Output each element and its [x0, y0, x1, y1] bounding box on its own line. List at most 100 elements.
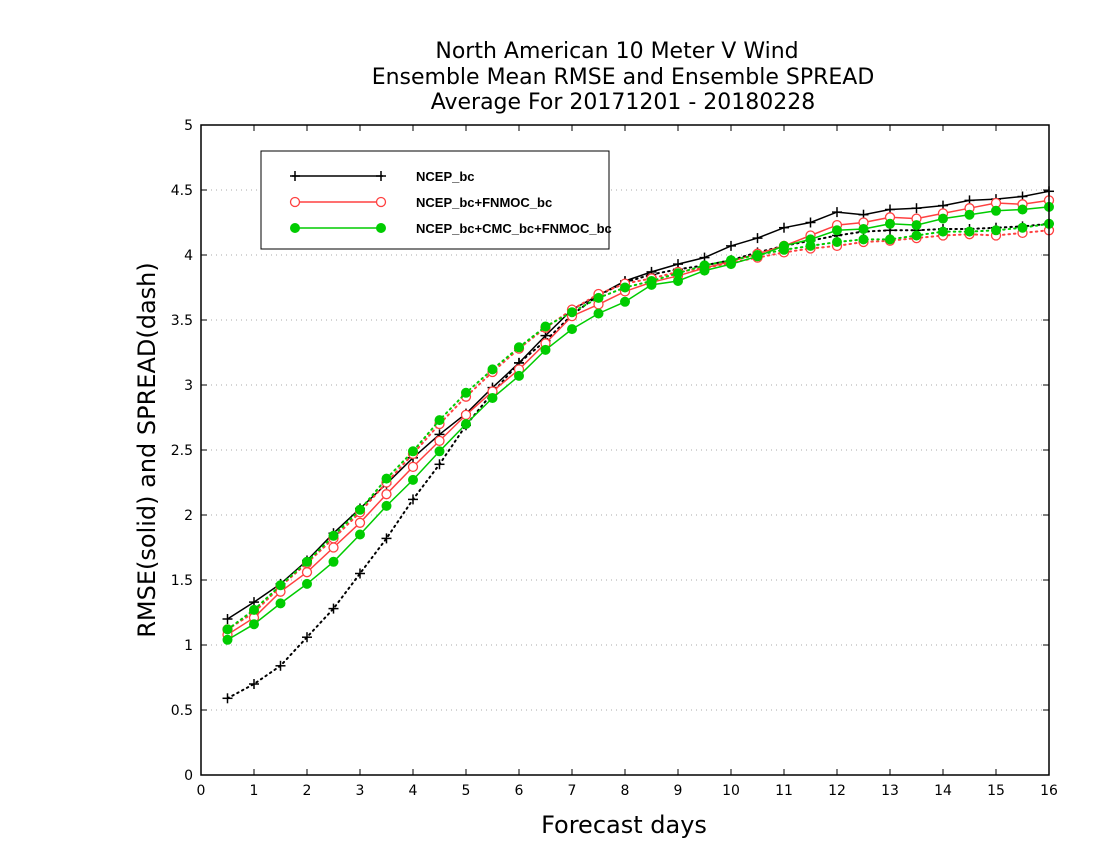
- series-2-rmse-point-13: [567, 324, 577, 335]
- x-tick-label: 13: [881, 783, 899, 799]
- series-2-rmse-point-7: [408, 474, 418, 485]
- series-2-rmse-point-14: [593, 308, 604, 319]
- series-0-rmse-point-20: [752, 233, 763, 244]
- series-0-rmse-point-21: [779, 222, 789, 233]
- series-2-rmse-point-9: [461, 419, 471, 429]
- series-2-rmse-point-12: [540, 344, 551, 355]
- x-axis-label: Forecast days: [541, 811, 707, 839]
- series-2-spread-point-24: [858, 234, 869, 245]
- series-2-rmse-point-8: [434, 446, 445, 457]
- x-tick-label: 7: [568, 783, 577, 799]
- legend-box: [260, 150, 610, 250]
- legend-label-1: NCEP_bc+FNMOC_bc: [416, 195, 552, 210]
- x-tick-label: 11: [775, 783, 793, 799]
- series-2-spread-point-6: [381, 473, 392, 484]
- series-0-rmse-point-22: [805, 217, 816, 228]
- y-tick-label: 5: [184, 118, 193, 134]
- series-2-rmse-point-21: [779, 240, 789, 251]
- series-2-rmse-point-29: [991, 205, 1001, 216]
- chart-title-line-2: Ensemble Mean RMSE and Ensemble SPREAD: [372, 65, 875, 90]
- series-2-spread-point-9: [461, 387, 471, 398]
- series-0-spread-point-5: [355, 568, 365, 579]
- grid: [201, 189, 1049, 711]
- series-2-spread-point-2: [275, 580, 286, 591]
- series-1-rmse-point-9: [460, 409, 472, 421]
- series-2-rmse-point-30: [1017, 204, 1028, 215]
- series-2-spread-line: [226, 222, 1050, 631]
- series-2-spread-point-26: [911, 230, 922, 241]
- series-1-rmse-point-7: [407, 461, 419, 473]
- series-2-spread-point-27: [938, 226, 948, 237]
- series-2-spread-point-29: [991, 225, 1001, 236]
- x-tick-label: 5: [462, 783, 471, 799]
- x-tick-label: 4: [409, 783, 418, 799]
- legend-marker-end-2: [376, 223, 386, 233]
- x-tick-label: 9: [674, 783, 683, 799]
- y-tick-label: 1.5: [171, 573, 193, 589]
- series-2-spread-point-1: [249, 604, 259, 615]
- y-tick-label: 4: [184, 248, 193, 264]
- series-2-rmse-point-26: [911, 220, 922, 231]
- series-2-rmse-point-4: [328, 556, 339, 567]
- series-group: [222, 186, 1055, 704]
- series-2-rmse-point-0: [222, 634, 233, 645]
- series-0-spread-point-2: [275, 660, 286, 671]
- series-2-rmse-point-17: [673, 276, 683, 286]
- legend-marker-end-1: [375, 196, 387, 208]
- series-2-spread-point-3: [302, 556, 312, 567]
- series-0-spread-point-7: [408, 494, 418, 505]
- series-0-spread-point-4: [328, 603, 339, 614]
- series-0-spread-point-3: [302, 632, 312, 643]
- series-0-rmse-point-19: [726, 240, 736, 251]
- series-0-rmse-line: [227, 190, 1050, 620]
- series-1-spread-line: [226, 229, 1050, 631]
- legend-marker-end-0: [376, 171, 386, 181]
- x-tick-label: 12: [828, 783, 846, 799]
- series-2-rmse-point-19: [726, 259, 736, 270]
- series-2-rmse-point-20: [752, 251, 763, 262]
- series-2-rmse-point-10: [487, 393, 498, 403]
- series-2-spread-point-12: [540, 321, 551, 332]
- series-2-spread-point-10: [487, 364, 498, 375]
- series-0-spread-point-6: [381, 533, 392, 544]
- series-2-rmse-point-16: [646, 279, 657, 290]
- series-1-rmse-line: [227, 199, 1050, 636]
- series-0-rmse-point-26: [911, 203, 922, 214]
- series-0-spread-point-8: [434, 459, 445, 470]
- axis-ticks: 00.511.522.533.544.550 1 2 3 4 5 6 7 8 9 10 11 12 13 1…: [171, 118, 1058, 799]
- series-1-rmse-point-6: [381, 489, 392, 500]
- y-tick-label: 4.5: [171, 183, 193, 199]
- y-tick-label: 2.5: [171, 443, 193, 459]
- series-2-rmse-point-3: [302, 578, 312, 589]
- series-2-rmse-point-15: [620, 296, 630, 307]
- series-2-rmse-point-22: [805, 234, 816, 245]
- y-tick-label: 0.5: [171, 703, 193, 719]
- x-tick-label: 14: [934, 783, 952, 799]
- series-2-rmse-point-23: [832, 225, 842, 236]
- y-tick-label: 3.5: [171, 313, 193, 329]
- y-axis-label: RMSE(solid) and SPREAD(dash): [133, 262, 161, 638]
- series-0-spread-point-0: [222, 693, 233, 704]
- y-tick-label: 3: [184, 378, 193, 394]
- chart-title-line-3: Average For 20171201 - 20180228: [431, 90, 816, 115]
- series-0-rmse-point-23: [832, 207, 842, 218]
- series-1-rmse-point-3: [301, 567, 313, 578]
- y-tick-label: 2: [184, 508, 193, 524]
- series-2-spread-point-5: [355, 504, 365, 515]
- series-1-rmse-point-5: [354, 517, 366, 528]
- chart-title-line-1: North American 10 Meter V Wind: [435, 39, 798, 64]
- chart-title: North American 10 Meter V Wind Ensemble …: [372, 39, 875, 115]
- x-tick-label: 2: [303, 783, 312, 799]
- legend-label-2: NCEP_bc+CMC_bc+FNMOC_bc: [416, 221, 612, 236]
- series-2-rmse-point-5: [355, 529, 365, 540]
- x-tick-label: 16: [1040, 783, 1058, 799]
- series-2-rmse-point-24: [858, 224, 869, 234]
- legend-label-0: NCEP_bc: [416, 169, 475, 184]
- series-2-rmse-point-27: [938, 213, 948, 224]
- legend-marker-start-0: [290, 171, 300, 181]
- series-2-spread-point-0: [222, 624, 233, 635]
- series-2: [222, 201, 1054, 645]
- y-tick-label: 1: [184, 638, 193, 654]
- series-2-spread-point-8: [434, 415, 445, 426]
